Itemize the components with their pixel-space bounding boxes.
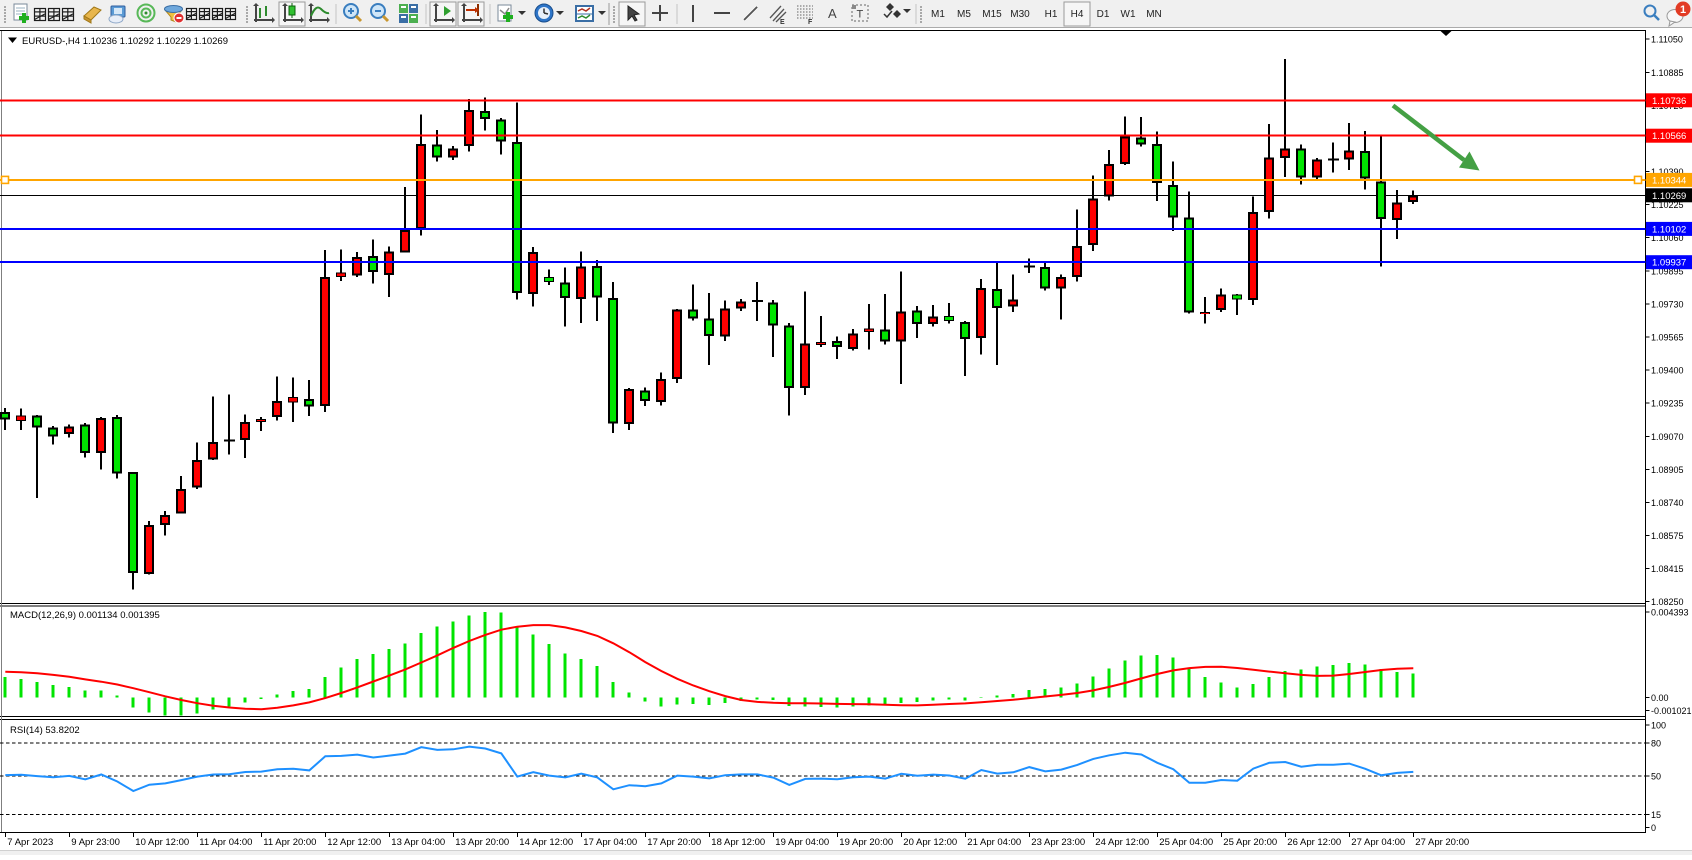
svg-text:15: 15 [1651,810,1661,820]
svg-text:1.10225: 1.10225 [1651,200,1684,210]
svg-text:1.10102: 1.10102 [1652,224,1686,235]
svg-text:24 Apr 12:00: 24 Apr 12:00 [1095,837,1149,848]
svg-text:7 Apr 2023: 7 Apr 2023 [7,837,53,848]
svg-text:W1: W1 [1121,9,1136,20]
svg-text:1.11050: 1.11050 [1651,35,1683,45]
svg-text:1.10344: 1.10344 [1652,175,1686,186]
svg-text:19 Apr 04:00: 19 Apr 04:00 [775,837,829,848]
svg-text:M5: M5 [957,9,971,20]
svg-text:25 Apr 20:00: 25 Apr 20:00 [1223,837,1277,848]
svg-text:80: 80 [1651,739,1661,749]
svg-text:1.10269: 1.10269 [1652,191,1686,202]
svg-text:26 Apr 12:00: 26 Apr 12:00 [1287,837,1341,848]
svg-text:19 Apr 20:00: 19 Apr 20:00 [839,837,893,848]
svg-text:D1: D1 [1097,9,1110,20]
svg-text:23 Apr 23:00: 23 Apr 23:00 [1031,837,1085,848]
svg-text:1.09895: 1.09895 [1651,266,1684,276]
svg-text:1.10566: 1.10566 [1652,131,1686,142]
svg-text:11 Apr 04:00: 11 Apr 04:00 [199,837,252,848]
svg-text:50: 50 [1651,772,1661,782]
svg-text:H4: H4 [1071,9,1084,20]
svg-text:F: F [808,19,813,26]
svg-text:11 Apr 20:00: 11 Apr 20:00 [263,837,316,848]
svg-text:E: E [780,19,785,26]
svg-text:1: 1 [1680,4,1686,16]
svg-text:12 Apr 12:00: 12 Apr 12:00 [327,837,381,848]
svg-text:27 Apr 04:00: 27 Apr 04:00 [1351,837,1405,848]
svg-text:MN: MN [1146,9,1162,20]
svg-text:1.09070: 1.09070 [1651,432,1684,442]
svg-text:1.10060: 1.10060 [1651,233,1684,243]
svg-text:1.09730: 1.09730 [1651,299,1684,309]
svg-text:13 Apr 04:00: 13 Apr 04:00 [391,837,445,848]
svg-text:21 Apr 04:00: 21 Apr 04:00 [967,837,1021,848]
svg-text:18 Apr 12:00: 18 Apr 12:00 [711,837,765,848]
svg-text:1.08740: 1.08740 [1651,498,1684,508]
svg-text:1.09400: 1.09400 [1651,366,1684,376]
svg-text:EURUSD-,H4 1.10236 1.10292 1.: EURUSD-,H4 1.10236 1.10292 1.10229 1.102… [22,36,228,47]
svg-text:17 Apr 04:00: 17 Apr 04:00 [583,837,637,848]
svg-text:1.09235: 1.09235 [1651,399,1684,409]
svg-text:T: T [857,9,864,21]
svg-text:1.08575: 1.08575 [1651,531,1684,541]
svg-text:1.10390: 1.10390 [1651,167,1684,177]
svg-text:100: 100 [1651,721,1666,731]
svg-text:0: 0 [1651,823,1656,833]
svg-text:17 Apr 20:00: 17 Apr 20:00 [647,837,701,848]
svg-text:-0.001021: -0.001021 [1651,706,1692,716]
svg-text:H1: H1 [1045,9,1058,20]
svg-text:9 Apr 23:00: 9 Apr 23:00 [71,837,120,848]
svg-text:M1: M1 [931,9,945,20]
svg-text:20 Apr 12:00: 20 Apr 12:00 [903,837,957,848]
svg-text:25 Apr 04:00: 25 Apr 04:00 [1159,837,1213,848]
svg-text:0.004393: 0.004393 [1651,608,1689,618]
svg-text:10 Apr 12:00: 10 Apr 12:00 [135,837,189,848]
svg-text:1.09565: 1.09565 [1651,333,1684,343]
svg-text:M30: M30 [1010,9,1030,20]
svg-text:1.08905: 1.08905 [1651,465,1684,475]
svg-text:1.08250: 1.08250 [1651,597,1684,607]
svg-text:1.09937: 1.09937 [1652,258,1686,269]
svg-text:27 Apr 20:00: 27 Apr 20:00 [1415,837,1469,848]
svg-text:M15: M15 [982,9,1002,20]
svg-text:0.00: 0.00 [1651,693,1669,703]
svg-text:MACD(12,26,9) 0.001134 0.00139: MACD(12,26,9) 0.001134 0.001395 [10,610,160,621]
svg-text:1.08415: 1.08415 [1651,564,1684,574]
svg-text:13 Apr 20:00: 13 Apr 20:00 [455,837,509,848]
svg-text:1.10885: 1.10885 [1651,68,1684,78]
svg-text:RSI(14) 53.8202: RSI(14) 53.8202 [10,725,80,736]
svg-text:A: A [828,6,837,21]
svg-text:14 Apr 12:00: 14 Apr 12:00 [519,837,573,848]
svg-text:1.10736: 1.10736 [1652,96,1686,107]
